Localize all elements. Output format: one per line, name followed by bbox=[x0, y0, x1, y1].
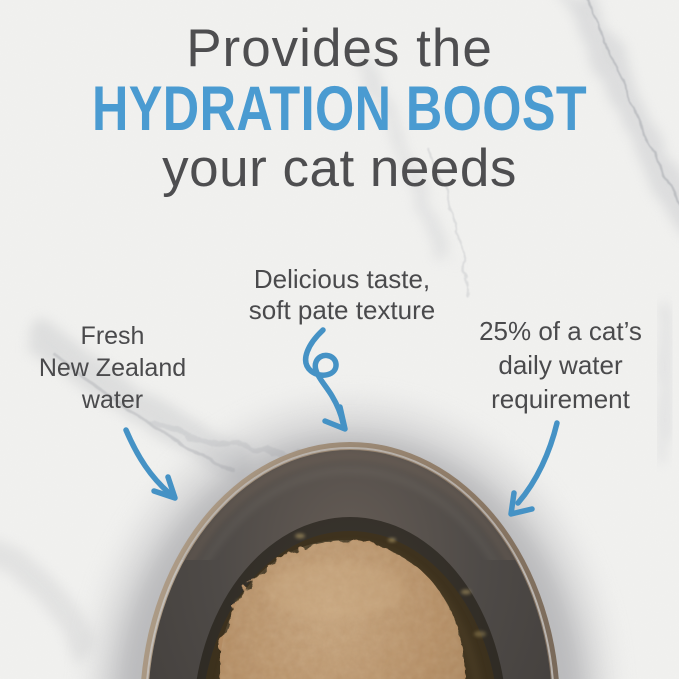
headline-line-1: Provides the bbox=[186, 19, 493, 78]
callout-right-line: requirement bbox=[491, 384, 630, 414]
callout-center-line: Delicious taste, bbox=[253, 264, 431, 294]
headline-line-3: your cat needs bbox=[162, 139, 517, 198]
bowl bbox=[88, 400, 612, 679]
curved-arrow-down-left-icon bbox=[508, 420, 560, 517]
headline-hydration-boost: HYDRATION BOOST bbox=[91, 74, 588, 144]
callout-left-line: Fresh bbox=[80, 322, 145, 350]
callout-right-line: 25% of a cat’s bbox=[479, 316, 642, 346]
callout-left-line: water bbox=[81, 386, 144, 414]
callout-fresh-water: Fresh New Zealand water bbox=[15, 320, 210, 416]
callout-center-line: soft pate texture bbox=[248, 295, 436, 325]
curved-arrow-down-right-icon bbox=[123, 427, 178, 501]
headline: Provides the HYDRATION BOOST your cat ne… bbox=[0, 20, 679, 198]
callout-taste-texture: Delicious taste, soft pate texture bbox=[217, 264, 467, 326]
callout-left-line: New Zealand bbox=[38, 354, 187, 382]
callout-water-requirement: 25% of a cat’s daily water requirement bbox=[448, 314, 673, 416]
looped-arrow-down-icon bbox=[303, 327, 348, 432]
callout-right-line: daily water bbox=[498, 350, 623, 380]
